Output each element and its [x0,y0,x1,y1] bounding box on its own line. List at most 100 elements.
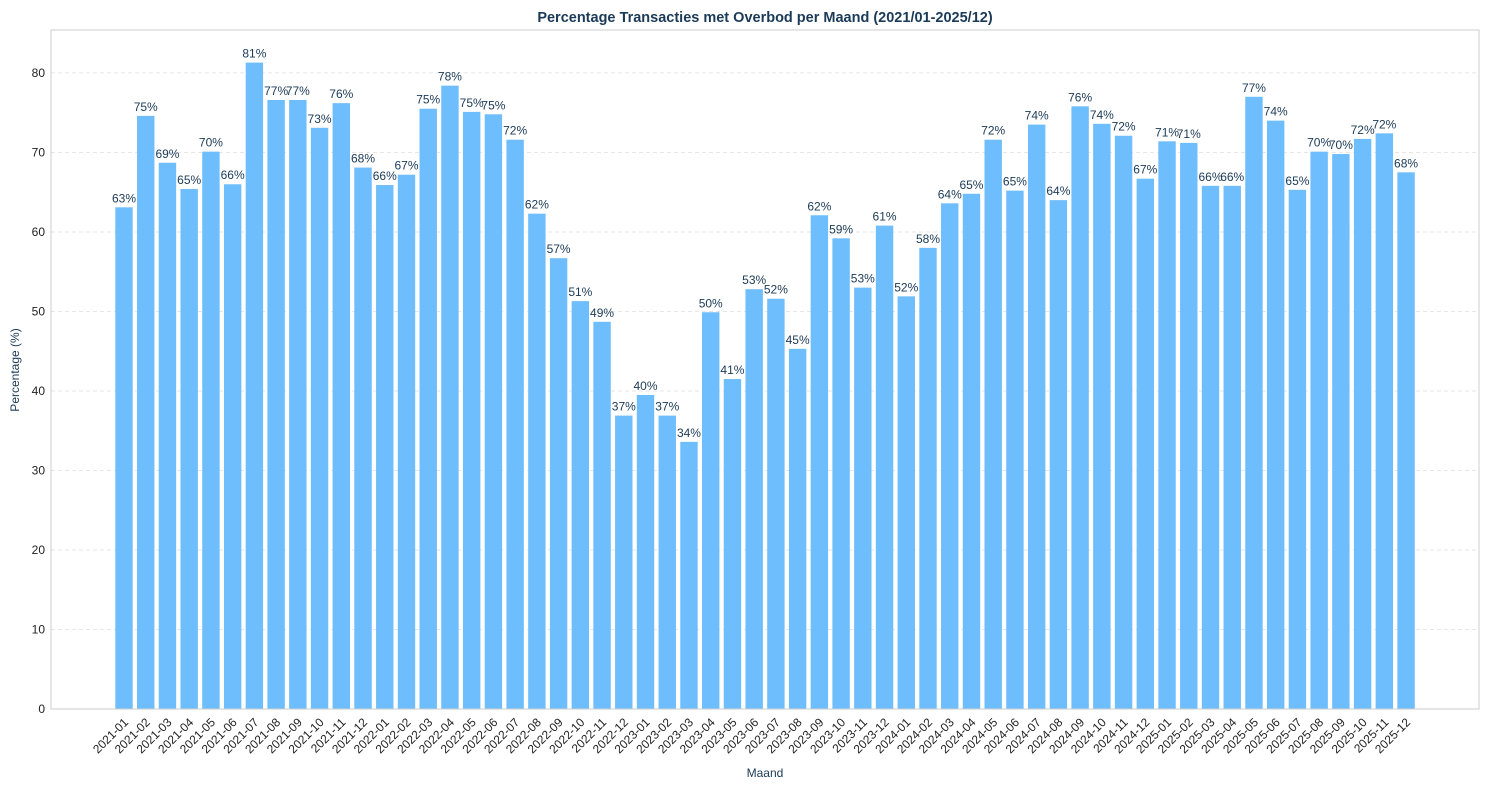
data-label: 70% [199,136,223,150]
plot-frame [50,29,1480,710]
bar-2021-03 [158,162,177,709]
y-tick-label: 40 [32,384,46,398]
x-axis-label: Maand [747,766,784,780]
chart-title: Percentage Transacties met Overbod per M… [537,10,993,26]
data-label: 74% [1025,109,1049,123]
y-tick-label: 20 [32,543,46,557]
bar-2025-09 [1332,154,1350,710]
data-label: 65% [1003,175,1027,189]
bar-2024-08 [1049,200,1068,710]
bar-2022-10 [571,301,590,709]
data-label: 68% [351,152,375,166]
data-label: 40% [634,379,658,393]
y-tick-label: 0 [38,702,45,716]
bar-2024-05 [984,139,1002,709]
bar-2025-11 [1375,133,1394,709]
data-label: 62% [807,199,831,213]
bar-2023-09 [810,215,829,710]
bar-2024-01 [897,296,915,709]
data-label: 72% [1372,117,1396,131]
data-label: 45% [786,333,810,347]
data-label: 72% [981,124,1005,138]
data-label: 75% [134,100,158,114]
bar-2021-04 [180,189,198,710]
data-label: 58% [916,232,940,246]
data-label: 65% [1285,174,1309,188]
y-tick-label: 80 [32,66,46,80]
bar-2023-07 [767,298,785,709]
bar-2022-08 [528,213,546,709]
bar-2024-02 [919,247,937,709]
bar-2025-03 [1201,185,1220,709]
bar-2025-06 [1266,120,1285,709]
bar-2023-03 [680,441,698,709]
bar-2025-08 [1310,151,1328,710]
bar-2024-11 [1114,135,1133,709]
data-label: 73% [308,112,332,126]
data-label: 52% [764,283,788,297]
y-axis-label: Percentage (%) [8,328,22,411]
bar-2022-12 [615,415,633,709]
bar-2021-02 [137,115,155,710]
data-label: 76% [1068,90,1092,104]
bar-2022-04 [441,85,459,709]
data-label: 53% [851,272,875,286]
y-tick-label: 60 [32,225,46,239]
data-label: 75% [460,96,484,110]
data-label: 41% [720,363,744,377]
bar-2022-02 [397,174,416,709]
data-label: 53% [742,273,766,287]
data-label: 65% [959,178,983,192]
bar-2021-08 [267,99,285,709]
data-label: 34% [677,426,701,440]
bar-2021-09 [289,99,307,709]
y-tick-label: 10 [32,622,46,636]
bar-2021-05 [202,151,220,710]
data-label: 67% [394,159,418,173]
data-label: 59% [829,222,853,236]
bar-2022-06 [484,114,503,709]
data-label: 64% [938,187,962,201]
data-label: 61% [873,210,897,224]
data-label: 66% [373,169,397,183]
bar-2024-09 [1071,106,1089,709]
bar-2025-01 [1158,141,1176,710]
bar-2023-05 [723,379,742,709]
data-label: 70% [1307,136,1331,150]
bar-2023-02 [658,415,676,709]
bar-2024-12 [1136,178,1155,710]
data-label: 66% [1220,170,1244,184]
data-label: 65% [177,173,201,187]
data-label: 37% [655,400,679,414]
data-label: 77% [1242,81,1266,95]
data-label: 77% [286,84,310,98]
bar-2024-03 [941,203,959,709]
bar-2021-07 [245,62,264,709]
data-label: 66% [1198,170,1222,184]
bar-2023-08 [788,348,807,709]
data-label: 50% [699,296,723,310]
data-label: 75% [481,98,505,112]
data-label: 77% [264,84,288,98]
data-label: 71% [1177,127,1201,141]
y-tick-label: 50 [32,304,46,318]
data-label: 64% [1046,184,1070,198]
bar-2021-06 [223,184,242,709]
data-label: 66% [221,168,245,182]
bar-2021-11 [332,103,350,710]
bar-2022-01 [376,185,394,709]
data-label: 78% [438,70,462,84]
data-label: 67% [1133,163,1157,177]
bar-2022-05 [462,111,481,710]
data-label: 49% [590,306,614,320]
bar-2024-06 [1006,190,1024,709]
data-label: 68% [1394,156,1418,170]
bar-2023-12 [875,225,894,710]
bar-2022-03 [419,108,437,709]
bar-2021-01 [115,207,133,709]
data-label: 72% [1351,123,1375,137]
bar-2022-11 [593,321,611,709]
data-label: 74% [1090,108,1114,122]
bar-2025-04 [1223,185,1241,709]
bar-2025-10 [1353,138,1372,710]
